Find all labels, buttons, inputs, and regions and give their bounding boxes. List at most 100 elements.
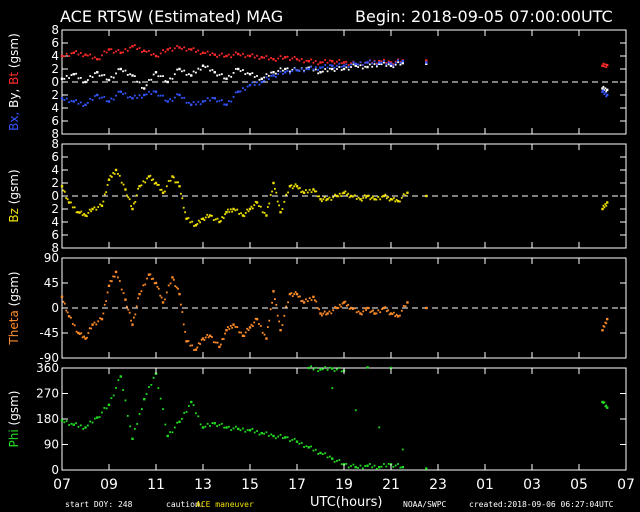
bz-point <box>70 201 72 204</box>
phi-point <box>133 428 136 430</box>
bx-point <box>119 90 122 93</box>
bz-point <box>283 200 286 203</box>
bt-point <box>79 52 82 54</box>
bt-point <box>425 59 428 62</box>
bt-point <box>227 53 230 56</box>
phi-point <box>606 406 609 409</box>
theta-point <box>402 305 405 307</box>
bz-point <box>135 194 138 197</box>
phi-point <box>605 404 608 407</box>
bt-point <box>270 56 273 59</box>
theta-point <box>375 312 378 315</box>
theta-point <box>200 338 203 341</box>
theta-point <box>161 301 165 304</box>
bt-point <box>258 58 261 60</box>
phi-point <box>176 421 179 424</box>
bt-point <box>159 52 162 55</box>
y-axis-title-part: (gsm) <box>7 271 21 310</box>
bx-point <box>60 97 64 100</box>
theta-point <box>268 319 271 322</box>
bt-point <box>312 61 315 64</box>
theta-point <box>199 343 202 345</box>
y-tick-label: 8 <box>51 241 59 255</box>
bx-point <box>284 71 287 74</box>
bz-point <box>175 181 178 184</box>
by-point <box>197 67 200 70</box>
bt-point <box>223 55 226 58</box>
bt-point <box>307 60 310 63</box>
bt-point <box>237 52 240 56</box>
theta-point <box>174 285 177 288</box>
theta-point <box>156 285 159 288</box>
bx-point <box>159 94 162 97</box>
by-point <box>333 70 336 72</box>
phi-point <box>84 426 87 429</box>
theta-point <box>150 278 153 280</box>
bt-point <box>298 59 301 62</box>
bz-point <box>149 174 152 177</box>
bx-point <box>84 103 87 106</box>
bt-point <box>169 47 171 50</box>
bt-point <box>166 48 169 51</box>
bz-point <box>84 214 87 217</box>
theta-point <box>395 313 398 316</box>
phi-point <box>357 466 359 469</box>
theta-point <box>332 309 335 312</box>
bz-point <box>381 195 383 198</box>
bz-point <box>216 217 219 220</box>
bx-point <box>105 100 108 103</box>
bz-point <box>197 219 200 222</box>
by-point <box>154 71 158 74</box>
by-point <box>206 65 209 68</box>
theta-point <box>194 348 198 351</box>
bx-point <box>223 103 226 106</box>
phi-point <box>307 366 310 370</box>
plot-title: ACE RTSW (Estimated) MAG <box>60 7 283 26</box>
x-tick-label: 21 <box>382 477 400 493</box>
bz-point <box>293 185 296 188</box>
bz-point <box>234 209 237 212</box>
theta-point <box>285 305 288 308</box>
bx-point <box>169 98 171 101</box>
bt-point <box>389 61 393 64</box>
by-point <box>392 66 395 69</box>
phi-point <box>347 466 350 469</box>
bz-point <box>325 199 328 202</box>
bz-point <box>201 217 205 220</box>
by-point <box>169 77 171 80</box>
phi-point <box>333 370 336 372</box>
theta-point <box>81 336 84 339</box>
bz-point <box>349 194 353 198</box>
theta-point <box>154 281 158 285</box>
bz-point <box>114 168 118 172</box>
x-tick-label: 07 <box>53 477 71 493</box>
theta-point <box>197 342 200 345</box>
phi-point <box>190 400 193 404</box>
theta-point <box>255 317 259 321</box>
bx-point <box>376 63 378 66</box>
bx-point <box>148 90 150 93</box>
theta-point <box>189 344 192 347</box>
phi-point <box>199 423 202 426</box>
phi-point <box>326 369 329 371</box>
bz-point <box>385 197 388 200</box>
bx-point <box>310 65 312 68</box>
phi-point <box>307 446 310 449</box>
phi-point <box>272 434 275 438</box>
theta-point <box>384 306 387 309</box>
bx-point <box>383 60 385 62</box>
theta-point <box>601 329 604 332</box>
bx-point <box>329 64 331 67</box>
bt-point <box>246 54 249 57</box>
y-axis-title-part: By, <box>7 89 21 112</box>
bz-point <box>106 184 109 186</box>
bz-point <box>265 214 268 217</box>
bz-point <box>146 177 148 180</box>
bz-point <box>258 205 260 207</box>
theta-point <box>80 332 83 335</box>
x-axis: 07 09 11 13 15 17 19 21 23 01 03 05 07 <box>53 30 635 493</box>
by-point <box>110 75 113 78</box>
bz-point <box>322 198 325 201</box>
bz-point <box>95 208 98 211</box>
theta-point <box>294 291 297 294</box>
